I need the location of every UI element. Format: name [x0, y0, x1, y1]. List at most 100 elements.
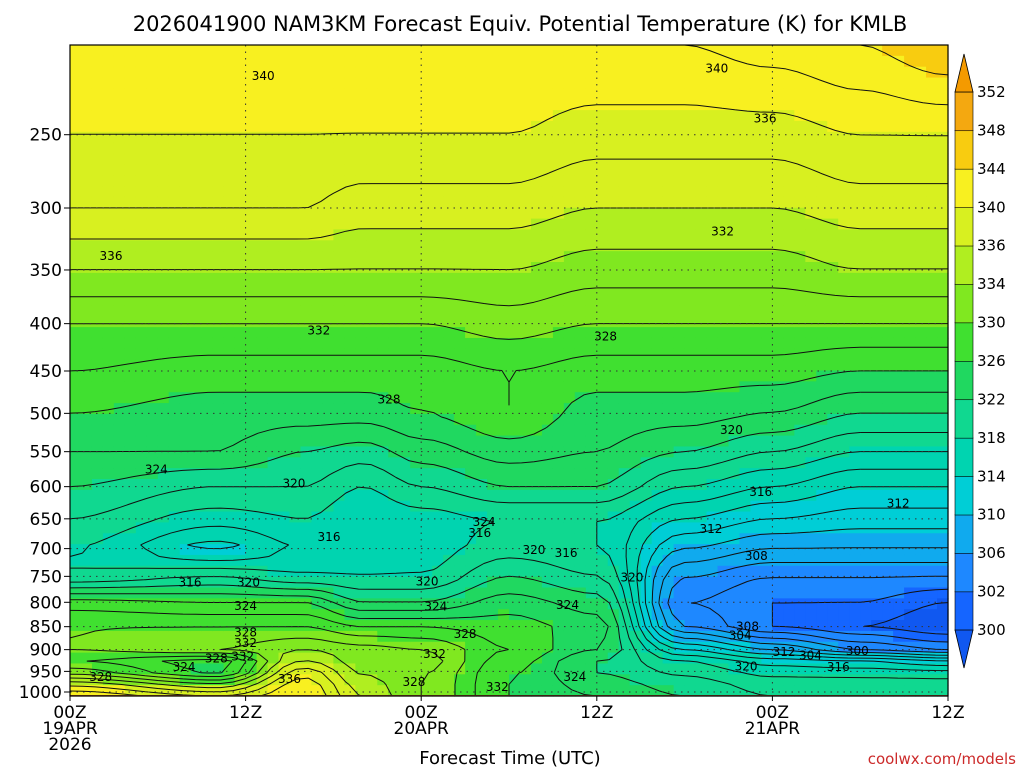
heatmap-cell [223, 316, 236, 328]
heatmap-cell [882, 175, 894, 187]
heatmap-cell [223, 359, 236, 372]
heatmap-cell [476, 446, 488, 458]
heatmap-cell [794, 674, 806, 686]
heatmap-cell [530, 446, 543, 458]
heatmap-cell [179, 218, 192, 231]
heatmap-cell [596, 77, 609, 89]
heatmap-cell [937, 446, 949, 458]
heatmap-cell [256, 641, 269, 654]
heatmap-cell [662, 674, 675, 686]
heatmap-cell [212, 283, 225, 296]
heatmap-cell [388, 381, 400, 393]
heatmap-cell [739, 457, 752, 469]
heatmap-cell [563, 381, 576, 393]
heatmap-cell [487, 131, 499, 144]
heatmap-cell [541, 186, 554, 198]
heatmap-cell [695, 175, 708, 187]
heatmap-cell [838, 251, 850, 263]
heatmap-cell [728, 587, 741, 599]
heatmap-cell [574, 370, 587, 382]
heatmap-cell [563, 544, 576, 556]
heatmap-cell [245, 544, 258, 556]
heatmap-cell [519, 554, 532, 567]
heatmap-cell [937, 55, 949, 68]
heatmap-cell [322, 99, 334, 111]
heatmap-cell [662, 175, 675, 187]
heatmap-cell [640, 327, 653, 339]
colorbar-label: 300 [977, 621, 1006, 639]
heatmap-cell [300, 598, 313, 610]
heatmap-cell [673, 500, 686, 513]
heatmap-cell [596, 674, 609, 686]
heatmap-cell [498, 316, 510, 328]
heatmap-cell [651, 609, 664, 621]
heatmap-cell [212, 685, 225, 697]
heatmap-cell [410, 348, 422, 361]
heatmap-cell [541, 77, 554, 89]
heatmap-cell [607, 663, 620, 675]
heatmap-cell [509, 674, 521, 686]
heatmap-cell [684, 88, 697, 100]
heatmap-cell [476, 45, 488, 57]
heatmap-cell [201, 576, 214, 589]
heatmap-cell [530, 359, 543, 372]
heatmap-cell [816, 186, 828, 198]
heatmap-cell [300, 240, 313, 252]
heatmap-cell [629, 381, 642, 393]
heatmap-cell [102, 262, 115, 274]
heatmap-cell [498, 587, 510, 599]
heatmap-cell [289, 251, 302, 263]
heatmap-cell [487, 533, 499, 545]
heatmap-cell [410, 294, 422, 306]
heatmap-cell [783, 674, 795, 686]
heatmap-cell [124, 435, 137, 448]
heatmap-cell [838, 554, 850, 567]
heatmap-cell [113, 337, 126, 350]
heatmap-cell [421, 620, 433, 632]
heatmap-cell [410, 533, 422, 545]
heatmap-cell [739, 522, 752, 534]
heatmap-cell [827, 359, 839, 372]
heatmap-cell [355, 511, 367, 523]
heatmap-cell [530, 186, 543, 198]
heatmap-cell [102, 110, 115, 122]
heatmap-cell [673, 348, 686, 361]
colorbar-label: 336 [977, 237, 1006, 255]
heatmap-cell [498, 207, 510, 220]
heatmap-cell [684, 142, 697, 155]
heatmap-cell [805, 207, 817, 220]
heatmap-cell [618, 652, 631, 665]
heatmap-cell [937, 207, 949, 220]
heatmap-cell [454, 479, 466, 491]
heatmap-cell [487, 110, 499, 122]
heatmap-cell [124, 370, 137, 382]
heatmap-cell [476, 55, 488, 68]
heatmap-cell [245, 110, 258, 122]
heatmap-cell [377, 251, 389, 263]
heatmap-cell [761, 294, 773, 306]
heatmap-cell [684, 327, 697, 339]
heatmap-cell [794, 120, 806, 133]
heatmap-cell [926, 120, 938, 133]
heatmap-cell [673, 565, 686, 578]
heatmap-cell [728, 674, 741, 686]
heatmap-cell [410, 685, 422, 697]
heatmap-cell [772, 630, 784, 643]
heatmap-cell [278, 554, 291, 567]
heatmap-cell [552, 164, 565, 176]
heatmap-cell [201, 175, 214, 187]
heatmap-cell [344, 630, 356, 643]
heatmap-cell [640, 218, 653, 231]
heatmap-cell [487, 359, 499, 372]
heatmap-cell [794, 153, 806, 165]
heatmap-cell [585, 327, 598, 339]
heatmap-cell [333, 196, 345, 209]
heatmap-cell [443, 251, 455, 263]
heatmap-cell [607, 240, 620, 252]
heatmap-cell [926, 381, 938, 393]
heatmap-cell [498, 218, 510, 231]
heatmap-cell [684, 403, 697, 415]
heatmap-cell [596, 652, 609, 665]
heatmap-cell [805, 479, 817, 491]
heatmap-cell [454, 337, 466, 350]
